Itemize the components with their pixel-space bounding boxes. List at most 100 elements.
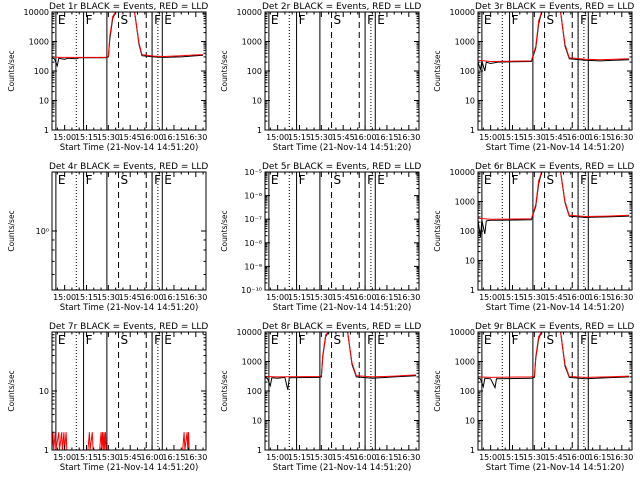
panel-title: Det 6r BLACK = Events, RED = LLD bbox=[475, 162, 634, 172]
event-marker-label: S bbox=[121, 173, 129, 187]
event-marker-label: F bbox=[580, 173, 587, 187]
x-axis-label: Start Time (21-Nov-14 14:51:20) bbox=[273, 303, 412, 313]
y-axis-label: Counts/sec bbox=[220, 50, 229, 91]
event-marker-label: F bbox=[367, 333, 374, 347]
x-tick-label: 15:45 bbox=[332, 453, 355, 462]
event-marker-label: F bbox=[580, 333, 587, 347]
x-tick-label: 16:00 bbox=[354, 453, 377, 462]
event-marker-label: E bbox=[377, 13, 385, 27]
panel-title: Det 5r BLACK = Events, RED = LLD bbox=[262, 162, 421, 172]
x-tick-label: 15:00 bbox=[53, 293, 76, 302]
event-marker-label: S bbox=[334, 173, 342, 187]
event-marker-label: F bbox=[154, 173, 161, 187]
lld-series-line bbox=[478, 332, 630, 378]
x-tick-label: 15:30 bbox=[310, 293, 333, 302]
event-marker-label: E bbox=[164, 333, 172, 347]
y-tick-label: 10 bbox=[39, 97, 49, 106]
event-marker-label: F bbox=[299, 13, 306, 27]
panel-title: Det 9r BLACK = Events, RED = LLD bbox=[475, 322, 634, 332]
x-tick-label: 16:00 bbox=[354, 133, 377, 142]
x-tick-label: 15:00 bbox=[266, 133, 289, 142]
y-tick-label: 1000 bbox=[455, 198, 475, 207]
x-tick-label: 16:15 bbox=[588, 133, 611, 142]
y-tick-label: 1000 bbox=[242, 358, 262, 367]
x-tick-label: 16:15 bbox=[375, 293, 398, 302]
event-marker-label: E bbox=[271, 333, 279, 347]
x-tick-label: 15:30 bbox=[523, 453, 546, 462]
plot-frame bbox=[264, 171, 420, 291]
y-axis-label: Counts/sec bbox=[7, 370, 16, 411]
y-tick-label: 1 bbox=[470, 446, 475, 455]
series-group bbox=[478, 12, 630, 72]
x-tick-label: 15:30 bbox=[97, 453, 120, 462]
y-tick-label: 10000 bbox=[450, 328, 475, 337]
x-tick-label: 15:15 bbox=[288, 293, 311, 302]
x-tick-label: 16:30 bbox=[610, 133, 633, 142]
event-marker-label: F bbox=[86, 173, 93, 187]
x-tick-label: 16:15 bbox=[588, 453, 611, 462]
y-tick-label: 10⁻⁵ bbox=[244, 168, 262, 177]
x-tick-label: 16:30 bbox=[184, 133, 207, 142]
event-marker-label: F bbox=[367, 173, 374, 187]
y-tick-label: 1000 bbox=[455, 358, 475, 367]
event-marker-label: E bbox=[271, 173, 279, 187]
x-tick-label: 15:30 bbox=[523, 293, 546, 302]
x-tick-label: 15:00 bbox=[266, 453, 289, 462]
x-tick-label: 16:00 bbox=[567, 133, 590, 142]
y-axis-label: Counts/sec bbox=[7, 50, 16, 91]
event-marker-label: F bbox=[154, 333, 161, 347]
event-marker-label: F bbox=[299, 173, 306, 187]
event-marker-label: S bbox=[121, 333, 129, 347]
x-tick-label: 15:45 bbox=[119, 453, 142, 462]
y-tick-label: 10⁻¹⁰ bbox=[241, 286, 262, 295]
y-tick-label: 10000 bbox=[24, 8, 49, 17]
x-tick-label: 16:30 bbox=[184, 293, 207, 302]
events-series-line bbox=[265, 332, 417, 390]
series-group bbox=[52, 12, 204, 68]
event-marker-label: S bbox=[547, 173, 555, 187]
x-axis-label: Start Time (21-Nov-14 14:51:20) bbox=[60, 303, 199, 313]
event-marker-label: E bbox=[164, 173, 172, 187]
x-tick-label: 16:30 bbox=[184, 453, 207, 462]
x-tick-label: 15:15 bbox=[501, 293, 524, 302]
event-marker-label: E bbox=[164, 13, 172, 27]
event-marker-label: E bbox=[58, 13, 66, 27]
y-tick-label: 100 bbox=[34, 67, 49, 76]
y-tick-label: 100 bbox=[460, 227, 475, 236]
event-marker-label: S bbox=[334, 333, 342, 347]
x-axis-label: Start Time (21-Nov-14 14:51:20) bbox=[486, 303, 625, 313]
x-tick-label: 16:00 bbox=[354, 293, 377, 302]
lld-series-line bbox=[52, 12, 204, 58]
y-tick-label: 100 bbox=[247, 387, 262, 396]
event-marker-label: E bbox=[377, 173, 385, 187]
x-tick-label: 15:45 bbox=[545, 133, 568, 142]
y-tick-label: 10000 bbox=[237, 328, 262, 337]
y-axis-label: Counts/sec bbox=[7, 210, 16, 251]
lld-series-line bbox=[478, 172, 630, 220]
x-tick-label: 16:15 bbox=[162, 453, 185, 462]
x-tick-label: 15:00 bbox=[266, 293, 289, 302]
x-tick-label: 16:15 bbox=[588, 293, 611, 302]
plot-frame bbox=[264, 331, 420, 451]
y-tick-label: 100 bbox=[460, 387, 475, 396]
x-tick-label: 15:45 bbox=[332, 293, 355, 302]
plot-frame bbox=[477, 331, 633, 451]
y-tick-label: 10000 bbox=[450, 8, 475, 17]
event-marker-label: F bbox=[299, 333, 306, 347]
x-tick-label: 16:00 bbox=[141, 293, 164, 302]
x-tick-label: 15:30 bbox=[97, 133, 120, 142]
x-tick-label: 15:30 bbox=[97, 293, 120, 302]
event-marker-label: F bbox=[580, 13, 587, 27]
x-tick-label: 15:30 bbox=[310, 133, 333, 142]
y-tick-label: 10 bbox=[39, 387, 49, 396]
panel-title: Det 1r BLACK = Events, RED = LLD bbox=[49, 2, 208, 12]
series-group bbox=[52, 432, 190, 450]
x-tick-label: 15:45 bbox=[545, 453, 568, 462]
x-axis-label: Start Time (21-Nov-14 14:51:20) bbox=[60, 463, 199, 473]
x-tick-label: 15:15 bbox=[501, 133, 524, 142]
